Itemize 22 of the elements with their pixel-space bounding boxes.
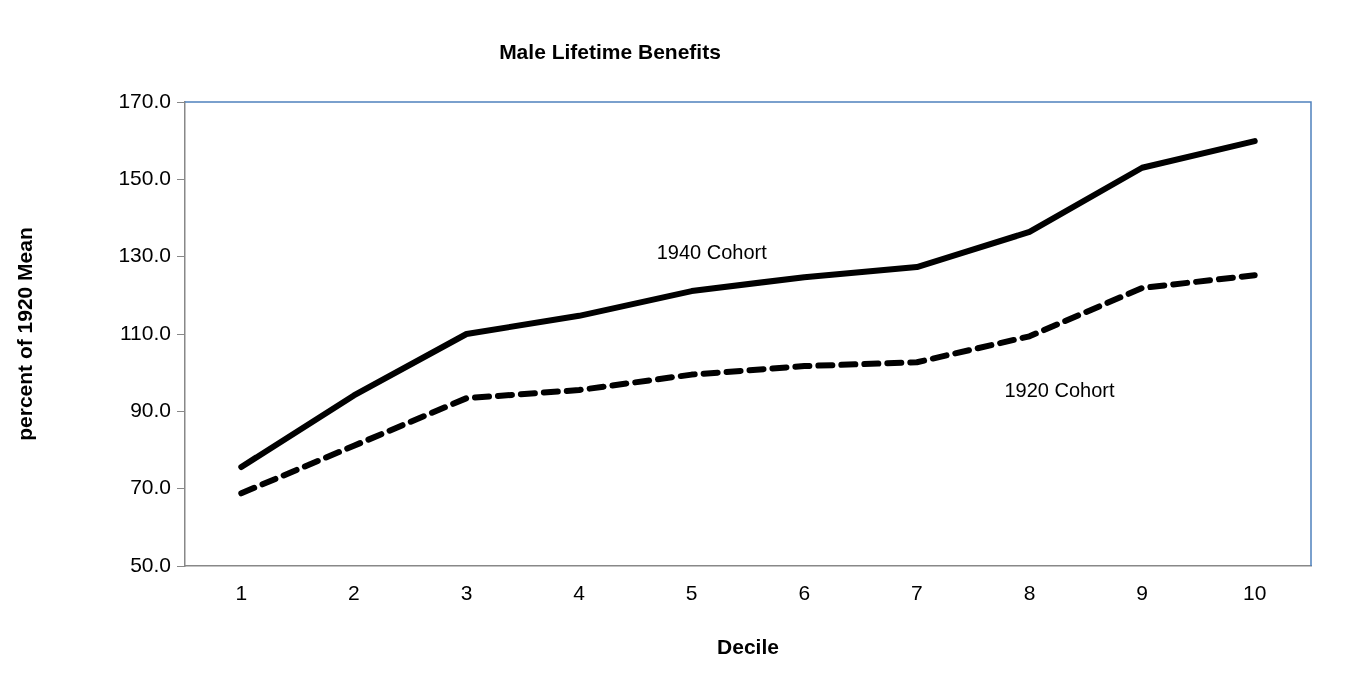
- chart-title: Male Lifetime Benefits: [498, 40, 722, 64]
- x-axis-title: Decile: [717, 635, 779, 659]
- y-tick-label: 110.0: [120, 320, 171, 344]
- x-tick-label: 5: [685, 581, 698, 605]
- y-tick-label: 90.0: [130, 398, 171, 422]
- y-tick-label: 70.0: [130, 475, 171, 499]
- x-tick-label: 9: [1136, 581, 1148, 605]
- x-tick-label: 7: [911, 581, 923, 605]
- x-tick-label: 1: [235, 581, 248, 605]
- x-tick-label: 8: [1023, 581, 1036, 605]
- x-tick-label: 2: [348, 581, 360, 605]
- y-tick-label: 130.0: [118, 243, 171, 267]
- y-tick-label: 150.0: [118, 166, 171, 190]
- series-label: 1920 Cohort: [1004, 378, 1115, 401]
- series-label: 1940 Cohort: [656, 240, 768, 263]
- x-tick-label: 6: [798, 581, 811, 605]
- y-axis-title: percent of 1920 Mean: [13, 227, 37, 441]
- x-tick-label: 3: [460, 581, 473, 605]
- x-tick-label: 4: [573, 581, 586, 605]
- y-tick-label: 170.0: [118, 88, 171, 112]
- x-tick-label: 10: [1243, 581, 1267, 605]
- y-tick-label: 50.0: [130, 552, 171, 576]
